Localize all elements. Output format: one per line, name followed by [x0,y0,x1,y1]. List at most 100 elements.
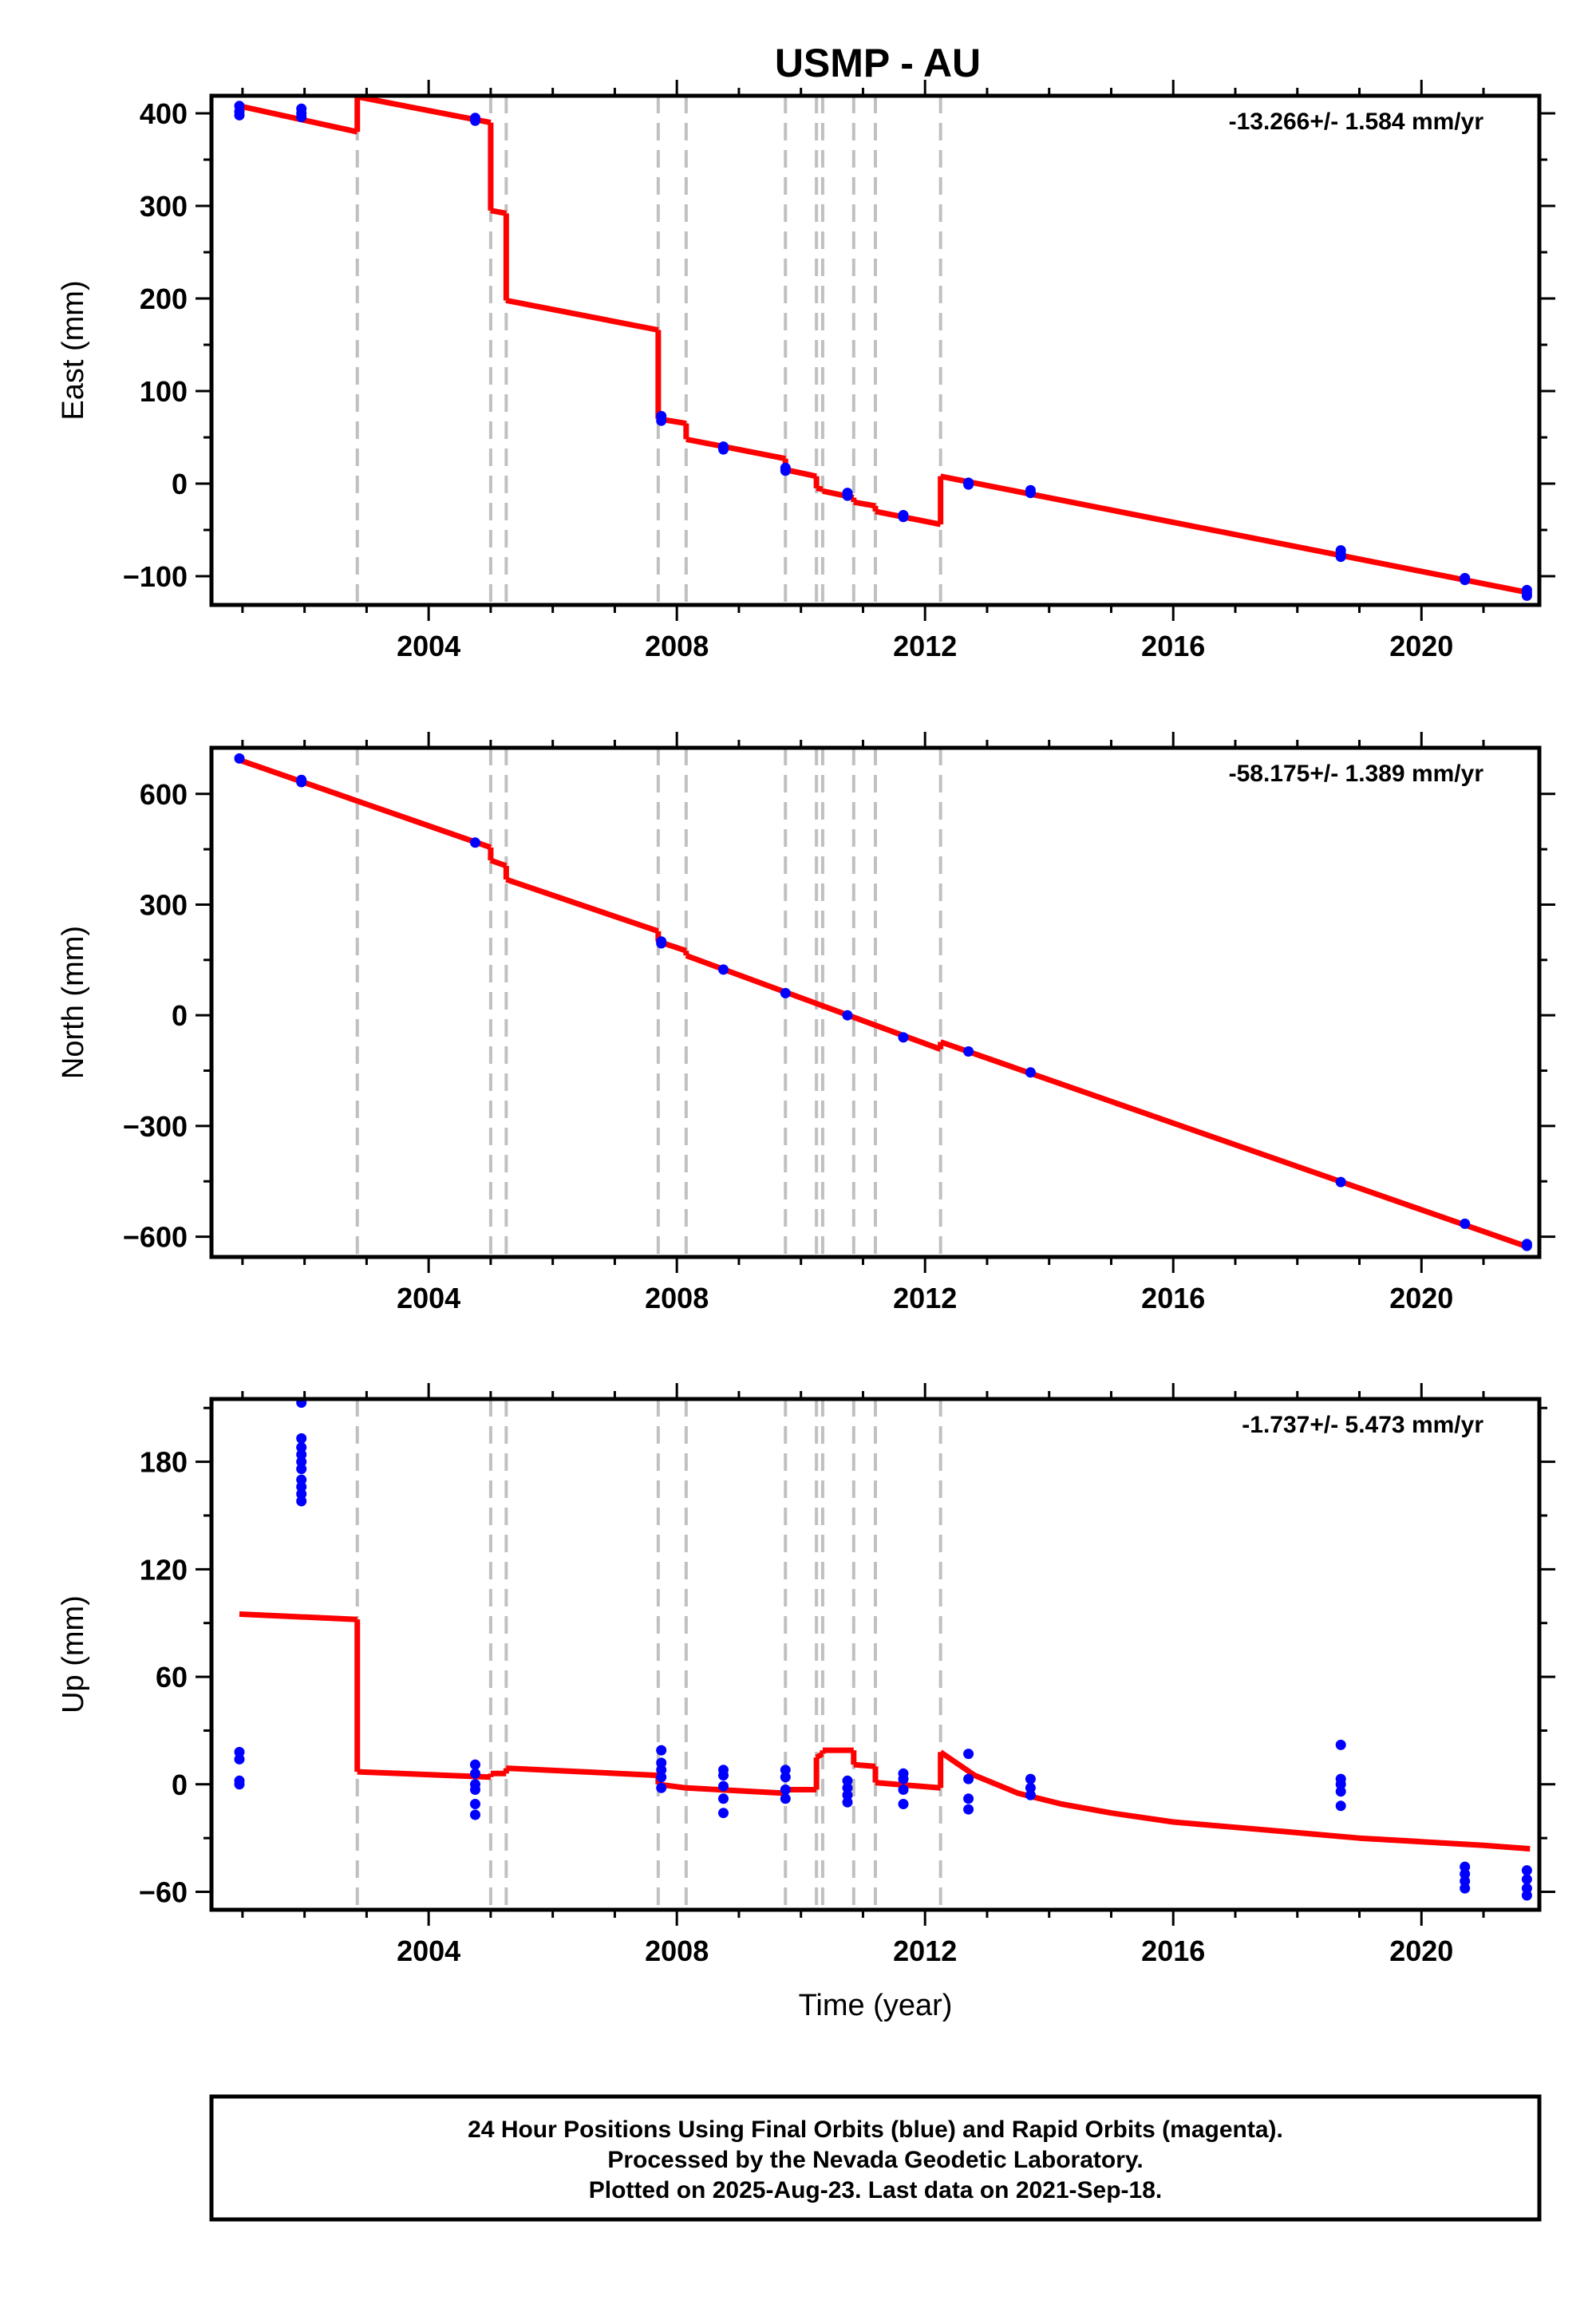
north-x-tick-label: 2020 [1389,1282,1453,1314]
east-model-segment-1 [357,96,492,126]
north-data-point [1521,1240,1532,1251]
east-y-tick-label: 0 [172,468,188,500]
east-data-point [842,490,853,501]
up-y-axis-label: Up (mm) [57,1595,90,1713]
east-data-point [1521,590,1532,601]
up-data-point [234,1746,245,1757]
north-x-tick-label: 2008 [645,1282,709,1314]
east-data-point [296,112,307,123]
up-data-point [842,1775,853,1786]
up-data-point [470,1784,480,1795]
north-x-tick-label: 2004 [397,1282,460,1314]
north-rate-label: -58.175+/- 1.389 mm/yr [1229,761,1484,787]
up-data-point [470,1799,480,1809]
up-data-point [1025,1789,1036,1800]
east-data-point [470,115,480,126]
up-y-tick-label: 60 [156,1661,188,1694]
up-data-point [1025,1773,1036,1784]
up-data-point [296,1449,307,1460]
up-x-tick-label: 2016 [1141,1935,1205,1967]
north-model-segment-0 [238,757,492,851]
caption-line-3: Plotted on 2025-Aug-23. Last data on 202… [589,2177,1163,2203]
up-model-segment-7 [815,1751,824,1761]
east-model-segment-11 [939,473,1531,596]
east-x-tick-label: 2016 [1141,630,1205,662]
up-data-point [780,1765,791,1776]
up-data-point [296,1442,307,1453]
up-data-point [780,1793,791,1804]
east-data-point [718,444,729,455]
up-data-point [656,1782,667,1793]
up-data-point [1521,1883,1532,1894]
north-x-tick-label: 2012 [893,1282,957,1314]
north-data-point [963,1046,974,1057]
north-model-segment-1 [489,857,508,869]
up-rate-label: -1.737+/- 5.473 mm/yr [1242,1412,1483,1438]
up-data-point [963,1749,974,1760]
east-y-tick-label: 400 [140,97,188,130]
east-model-segment-2 [490,207,507,216]
east-x-tick-label: 2008 [645,630,709,662]
north-data-point [898,1032,909,1043]
up-data-point [718,1780,729,1792]
up-x-tick-label: 2020 [1389,1935,1453,1967]
north-model-segment-5 [939,1039,1531,1251]
north-y-tick-label: 600 [140,778,188,811]
up-panel: 2004 2008 2012 2016 2020 −60 0 60 120 180 Up (mm) T… [57,1383,1555,2022]
up-data-point [963,1773,974,1784]
east-model-segment-5 [685,436,786,462]
chart-title: USMP - AU [775,41,981,85]
up-model-segment-11 [938,1749,1531,1852]
up-data-point [718,1770,729,1781]
north-data-point [470,837,480,848]
up-model-segment-9 [853,1761,876,1769]
up-data-point [1521,1890,1532,1901]
east-rate-label: -13.266+/- 1.584 mm/yr [1229,109,1484,135]
caption-line-2: Processed by the Nevada Geodetic Laborat… [607,2147,1143,2173]
caption-box: 24 Hour Positions Using Final Orbits (bl… [209,2094,1542,2222]
up-data-point [296,1474,307,1485]
up-data-point [718,1808,729,1819]
north-data-point [1335,1176,1346,1188]
north-data-point [234,753,245,764]
up-data-point [1460,1875,1471,1887]
north-data-point [842,1010,853,1021]
north-y-tick-label: −300 [123,1110,188,1143]
up-data-point [296,1433,307,1444]
up-data-point [1521,1865,1532,1876]
east-model-segment-9 [853,499,876,509]
up-data-point [296,1399,307,1408]
up-data-point [1025,1782,1036,1793]
north-data-point [1025,1067,1036,1078]
up-data-point [898,1799,909,1809]
north-model-segment-4 [685,953,942,1052]
east-y-tick-label: 300 [140,190,188,223]
up-data-point [963,1804,974,1815]
up-data-point [234,1779,245,1790]
east-x-tick-label: 2020 [1389,630,1453,662]
up-data-point [656,1765,667,1776]
east-model-segment-3 [505,297,659,333]
up-data-point [898,1773,909,1784]
up-x-tick-label: 2012 [893,1935,957,1967]
east-y-tick-label: 200 [140,283,188,315]
up-data-point [470,1809,480,1820]
north-data-point [718,964,729,975]
east-panel: 2004 2008 2012 2016 2020 −100 0 100 200 300 400 Eas… [57,80,1555,662]
up-model-segment-3 [506,1765,659,1779]
east-plot-frame [209,93,1542,607]
north-data-point [656,938,667,949]
east-y-tick-label: 100 [140,375,188,408]
east-data-point [234,109,245,121]
up-data-point [1460,1868,1471,1879]
north-y-tick-label: 300 [140,888,188,921]
east-data-point [1460,575,1471,586]
caption-line-1: 24 Hour Positions Using Final Orbits (bl… [468,2116,1283,2143]
north-x-tick-label: 2016 [1141,1282,1205,1314]
east-y-tick-label: −100 [123,560,188,593]
east-x-tick-label: 2012 [893,630,957,662]
north-y-tick-label: 0 [172,999,188,1032]
up-data-point [780,1772,791,1783]
up-data-point [898,1784,909,1795]
